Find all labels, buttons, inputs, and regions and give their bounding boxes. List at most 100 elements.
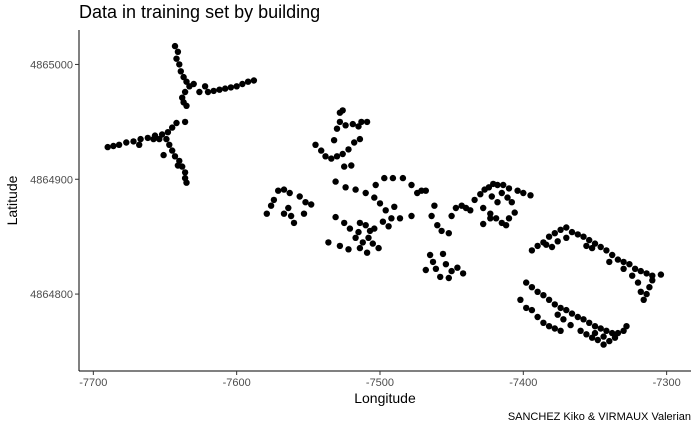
data-point — [452, 204, 460, 212]
data-point — [144, 134, 151, 142]
data-point — [356, 219, 364, 227]
data-point — [346, 225, 354, 232]
data-point — [528, 306, 536, 314]
data-point — [568, 228, 576, 236]
data-point — [540, 319, 547, 326]
data-point — [382, 207, 389, 214]
data-point — [485, 184, 493, 191]
data-point — [348, 162, 355, 169]
data-point — [554, 311, 561, 318]
data-point — [488, 193, 495, 200]
data-point — [517, 296, 524, 303]
data-point — [431, 202, 438, 209]
data-point — [498, 189, 505, 197]
data-point — [169, 124, 176, 131]
x-tick-label: -7300 — [653, 377, 681, 389]
data-point — [438, 227, 445, 235]
data-point — [222, 85, 229, 92]
data-point — [183, 78, 190, 85]
data-point — [574, 231, 581, 238]
data-point — [369, 240, 376, 247]
data-point — [339, 107, 346, 114]
data-point — [520, 189, 527, 197]
data-point — [504, 194, 511, 201]
data-point — [150, 135, 157, 143]
data-point — [345, 146, 352, 153]
data-point — [563, 234, 570, 241]
data-point — [422, 187, 429, 194]
data-point — [657, 271, 665, 278]
data-point — [591, 329, 599, 337]
data-point — [445, 230, 452, 237]
data-point — [352, 234, 359, 241]
data-point — [505, 185, 513, 192]
data-point — [545, 323, 553, 330]
data-point — [181, 169, 189, 176]
data-point — [349, 120, 356, 128]
data-point — [557, 327, 564, 334]
chart-caption: SANCHEZ Kiko & VIRMAUX Valerian — [507, 411, 691, 423]
data-point — [280, 210, 288, 217]
data-point — [603, 327, 610, 334]
data-point — [341, 163, 348, 170]
data-point — [355, 228, 362, 236]
data-point — [296, 193, 303, 200]
data-point — [643, 270, 650, 277]
data-point — [408, 181, 415, 189]
data-point — [551, 325, 558, 332]
data-point — [606, 337, 613, 345]
data-point — [389, 174, 397, 182]
data-point — [459, 270, 467, 277]
data-point — [551, 230, 558, 237]
data-point — [437, 273, 444, 281]
data-point — [426, 251, 434, 259]
x-tick-label: -7700 — [79, 377, 107, 389]
data-point — [640, 296, 647, 303]
data-point — [586, 319, 593, 326]
data-point — [623, 323, 630, 330]
data-point — [332, 213, 339, 221]
data-point — [511, 209, 518, 216]
data-point — [332, 178, 339, 185]
data-point — [239, 80, 246, 88]
data-point — [171, 42, 179, 50]
data-point — [606, 258, 613, 266]
data-point — [502, 222, 510, 229]
data-point — [620, 258, 627, 266]
data-point — [190, 80, 197, 88]
data-point — [588, 244, 596, 252]
data-point — [163, 135, 170, 143]
data-point — [523, 304, 530, 312]
data-point — [528, 247, 536, 254]
x-axis-title: Longitude — [354, 390, 416, 406]
data-point — [160, 151, 167, 159]
data-point — [388, 215, 395, 222]
data-point — [428, 212, 435, 220]
data-point — [467, 207, 474, 214]
data-point — [631, 265, 639, 272]
data-point — [300, 210, 308, 217]
data-point — [454, 264, 461, 271]
data-point — [540, 292, 547, 299]
data-point — [545, 233, 553, 240]
data-point — [181, 118, 189, 126]
data-point — [325, 239, 332, 246]
data-point — [356, 244, 364, 252]
data-point — [600, 341, 607, 348]
data-point — [308, 201, 315, 208]
data-point — [543, 241, 550, 248]
data-point — [487, 210, 494, 217]
data-point — [429, 258, 437, 266]
data-point — [130, 138, 137, 145]
data-point — [620, 265, 627, 272]
data-point — [359, 239, 366, 246]
x-tick-label: -7500 — [366, 377, 394, 389]
data-point — [169, 147, 176, 154]
data-point — [216, 86, 223, 93]
data-point — [379, 218, 387, 225]
data-point — [492, 215, 500, 222]
data-point — [551, 301, 558, 308]
data-point — [445, 274, 452, 282]
data-point — [312, 141, 319, 148]
data-point — [534, 242, 541, 250]
